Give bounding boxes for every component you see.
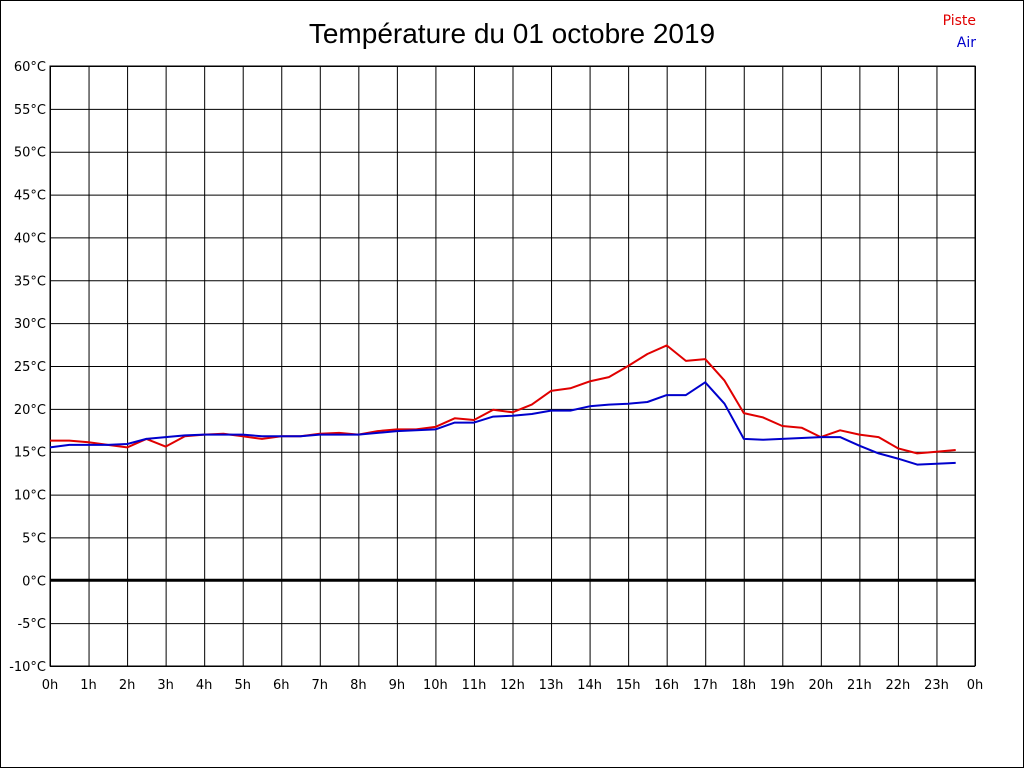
chart-title: Température du 01 octobre 2019 [308, 18, 716, 49]
x-tick-label: 11h [462, 678, 487, 693]
x-tick-label: 2h [119, 678, 136, 693]
y-tick-label: 35°C [14, 274, 46, 289]
y-tick-label: 40°C [14, 231, 46, 246]
x-tick-label: 12h [500, 678, 525, 693]
y-tick-label: -10°C [9, 660, 46, 675]
x-tick-label: 17h [693, 678, 718, 693]
x-tick-label: 22h [886, 678, 911, 693]
x-tick-label: 4h [196, 678, 213, 693]
y-tick-label: 5°C [22, 531, 46, 546]
x-tick-label: 16h [654, 678, 679, 693]
y-tick-label: 50°C [14, 146, 46, 161]
x-tick-label: 21h [847, 678, 872, 693]
y-tick-label: 10°C [14, 489, 46, 504]
x-tick-label: 14h [577, 678, 602, 693]
y-tick-label: 55°C [14, 103, 46, 118]
y-tick-label: 60°C [14, 60, 46, 75]
legend-air: Air [956, 35, 976, 51]
y-tick-label: 15°C [14, 446, 46, 461]
y-tick-label: 45°C [14, 189, 46, 204]
x-tick-label: 3h [157, 678, 174, 693]
x-tick-label: 7h [312, 678, 329, 693]
y-tick-label: 20°C [14, 403, 46, 418]
x-tick-label: 5h [234, 678, 251, 693]
y-tick-label: 30°C [14, 317, 46, 332]
x-tick-label: 1h [80, 678, 97, 693]
x-tick-label: 9h [389, 678, 406, 693]
x-tick-label: 8h [350, 678, 367, 693]
x-tick-label: 10h [423, 678, 448, 693]
series-line-air [49, 381, 956, 466]
x-tick-label: 19h [770, 678, 795, 693]
x-tick-label: 0h [967, 678, 984, 693]
x-tick-label: 15h [616, 678, 641, 693]
x-tick-label: 23h [924, 678, 949, 693]
x-tick-label: 13h [539, 678, 564, 693]
x-tick-label: 0h [42, 678, 59, 693]
y-tick-label: 0°C [22, 574, 46, 589]
x-tick-label: 6h [273, 678, 290, 693]
x-tick-label: 20h [808, 678, 833, 693]
x-tick-label: 18h [731, 678, 756, 693]
y-tick-label: 25°C [14, 360, 46, 375]
legend-piste: Piste [942, 13, 976, 29]
y-tick-label: -5°C [17, 617, 46, 632]
